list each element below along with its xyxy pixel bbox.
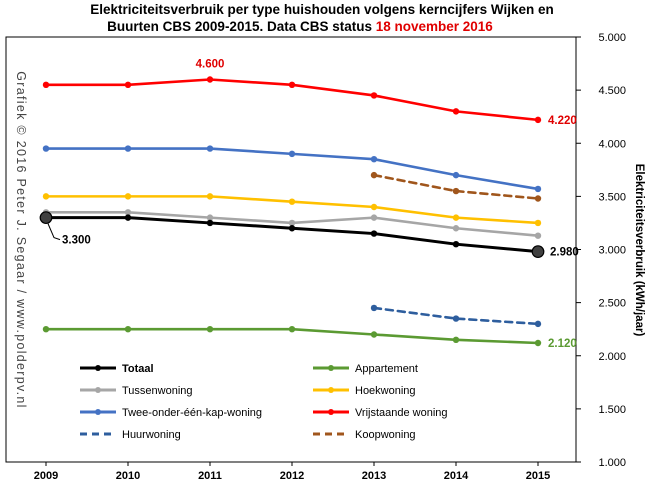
data-point <box>288 219 296 227</box>
y-tick-label: 4.000 <box>598 138 626 150</box>
data-label: 2.980 <box>550 247 579 259</box>
legend-label: Hoekwoning <box>355 385 416 397</box>
highlight-point <box>531 245 545 259</box>
legend-marker <box>328 365 334 371</box>
data-label: 4.220 <box>548 115 577 127</box>
data-point <box>370 331 378 338</box>
x-tick-label: 2010 <box>116 470 140 482</box>
y-tick-label: 5.000 <box>598 32 626 44</box>
legend-label: Twee-onder-één-kap-woning <box>122 407 262 419</box>
data-point <box>42 193 50 200</box>
data-point <box>288 198 296 205</box>
plot-area <box>5 36 577 463</box>
x-tick-label: 2012 <box>280 470 304 482</box>
y-axis-label: Elektriciteitsverbruik (kWh/jaar) <box>633 164 645 337</box>
data-point <box>452 187 460 195</box>
chart-title-line1: Elektriciteitsverbruik per type huishoud… <box>90 2 554 17</box>
data-point <box>288 150 296 158</box>
data-point <box>370 171 378 179</box>
chart-title-date: 18 november 2016 <box>376 19 494 34</box>
series-layer <box>39 76 545 347</box>
data-point <box>534 339 542 347</box>
x-tick-label: 2013 <box>362 470 386 482</box>
data-point <box>206 193 214 200</box>
series-line-huurwoning <box>372 306 540 326</box>
data-point <box>288 325 296 333</box>
data-point <box>42 145 50 152</box>
data-point <box>124 209 132 216</box>
legend-marker <box>328 409 334 415</box>
data-point <box>534 219 542 227</box>
data-point <box>288 225 296 232</box>
data-point <box>452 214 460 221</box>
data-label: 2.120 <box>548 338 577 350</box>
y-tick-label: 2.000 <box>598 351 626 363</box>
legend-label: Vrijstaande woning <box>355 407 448 419</box>
x-tick-label: 2014 <box>444 470 469 482</box>
x-axis-ticks: 2009 2010 2011 2012 2013 2014 2015 <box>34 462 550 482</box>
legend-label: Appartement <box>355 363 418 375</box>
legend-marker <box>95 387 101 393</box>
legend-marker <box>95 409 101 415</box>
data-point <box>206 76 214 83</box>
data-point <box>206 219 214 227</box>
data-point <box>452 315 460 322</box>
annotation-layer: 4.600 4.220 3.300 2.980 2.120 <box>47 59 579 350</box>
x-tick-label: 2015 <box>526 470 550 482</box>
y-tick-label: 3.500 <box>598 191 626 203</box>
y-tick-label: 3.000 <box>598 245 626 257</box>
data-point <box>452 171 460 179</box>
data-point <box>370 214 378 221</box>
data-point <box>124 145 132 152</box>
legend-label: Tussenwoning <box>122 385 193 397</box>
data-point <box>206 145 214 152</box>
data-point <box>370 92 378 99</box>
credit-text: Grafiek © 2016 Peter J. Segaar / www.pol… <box>14 71 28 409</box>
data-point <box>534 185 542 193</box>
data-point <box>370 155 378 163</box>
data-point <box>534 232 542 239</box>
data-point <box>534 116 542 124</box>
annotation-leader <box>47 223 61 241</box>
data-point <box>534 320 542 328</box>
data-point <box>452 336 460 344</box>
chart-title-text: Buurten CBS 2009-2015. Data CBS status <box>107 19 376 34</box>
data-point <box>534 195 542 202</box>
data-point <box>42 325 50 333</box>
chart-title-line2: Buurten CBS 2009-2015. Data CBS status 1… <box>107 19 493 34</box>
data-point <box>124 325 132 333</box>
data-label: 3.300 <box>62 235 91 247</box>
data-point <box>452 108 460 115</box>
data-point <box>452 240 460 248</box>
legend-label: Koopwoning <box>355 429 416 441</box>
y-axis-ticks: 1.000 1.500 2.000 2.500 3.000 3.500 4.000 4.500… <box>576 32 626 469</box>
legend-marker <box>95 365 101 371</box>
data-point <box>124 214 132 221</box>
highlight-point <box>39 211 53 225</box>
legend-label: Totaal <box>122 363 154 375</box>
data-point <box>370 230 378 237</box>
data-point <box>124 81 132 89</box>
x-tick-label: 2009 <box>34 470 58 482</box>
data-point <box>206 214 214 221</box>
data-label: 4.600 <box>196 59 225 71</box>
data-point <box>370 304 378 312</box>
data-point <box>42 81 50 89</box>
y-tick-label: 1.000 <box>598 457 626 469</box>
data-point <box>124 193 132 200</box>
legend-label: Huurwoning <box>122 429 181 441</box>
data-point <box>452 225 460 232</box>
x-tick-label: 2011 <box>198 470 222 482</box>
data-point <box>288 81 296 89</box>
y-tick-label: 1.500 <box>598 404 626 416</box>
y-tick-label: 4.500 <box>598 85 626 97</box>
data-point <box>370 203 378 211</box>
legend-marker <box>328 387 334 393</box>
data-point <box>206 325 214 333</box>
legend: Totaal Appartement Tussenwoning Hoekwoning T… <box>80 363 448 441</box>
y-tick-label: 2.500 <box>598 298 626 310</box>
